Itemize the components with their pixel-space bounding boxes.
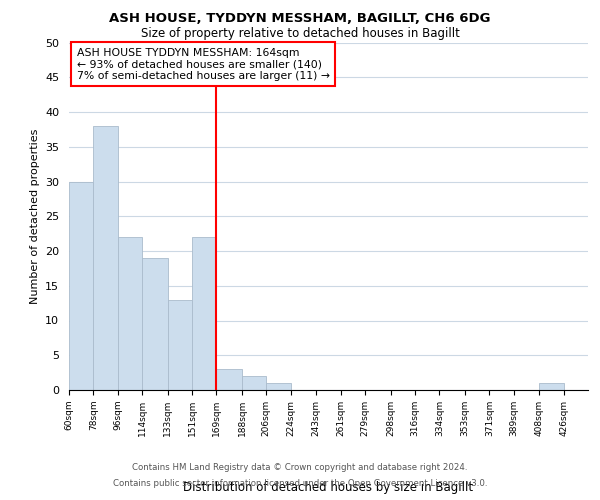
Bar	[69, 182, 94, 390]
Text: Contains public sector information licensed under the Open Government Licence v3: Contains public sector information licen…	[113, 478, 487, 488]
Bar	[94, 126, 118, 390]
Bar	[539, 383, 563, 390]
X-axis label: Distribution of detached houses by size in Bagillt: Distribution of detached houses by size …	[184, 480, 473, 494]
Bar	[217, 369, 242, 390]
Bar	[242, 376, 266, 390]
Y-axis label: Number of detached properties: Number of detached properties	[29, 128, 40, 304]
Text: ASH HOUSE TYDDYN MESSHAM: 164sqm
← 93% of detached houses are smaller (140)
7% o: ASH HOUSE TYDDYN MESSHAM: 164sqm ← 93% o…	[77, 48, 330, 81]
Bar	[118, 237, 142, 390]
Text: Size of property relative to detached houses in Bagillt: Size of property relative to detached ho…	[140, 28, 460, 40]
Text: Contains HM Land Registry data © Crown copyright and database right 2024.: Contains HM Land Registry data © Crown c…	[132, 464, 468, 472]
Bar	[192, 237, 217, 390]
Text: ASH HOUSE, TYDDYN MESSHAM, BAGILLT, CH6 6DG: ASH HOUSE, TYDDYN MESSHAM, BAGILLT, CH6 …	[109, 12, 491, 26]
Bar	[167, 300, 192, 390]
Bar	[142, 258, 167, 390]
Bar	[266, 383, 290, 390]
